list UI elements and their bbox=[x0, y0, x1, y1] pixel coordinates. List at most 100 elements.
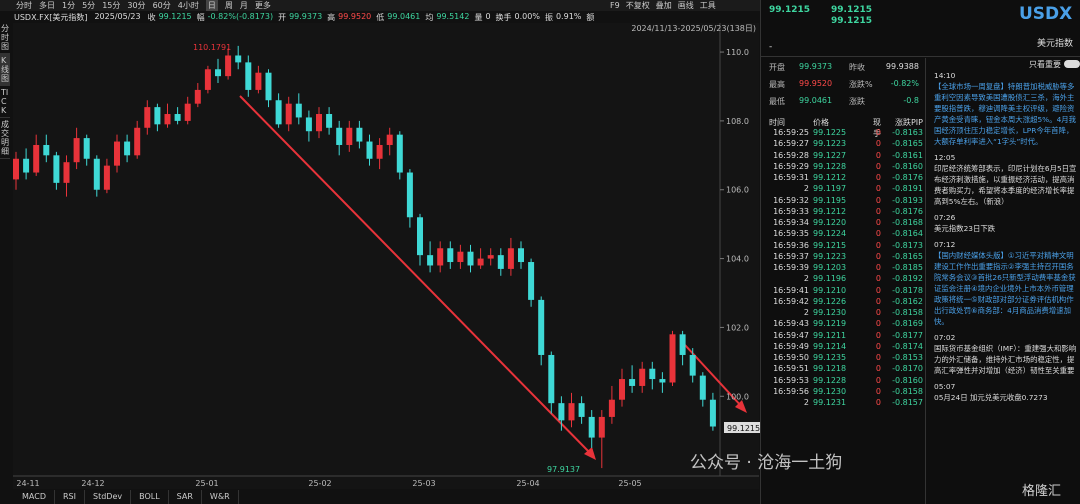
ask: 99.1215 bbox=[831, 16, 872, 26]
quote-cell: 最高 bbox=[769, 80, 785, 89]
tool[interactable]: 叠加 bbox=[655, 1, 672, 10]
period-tab[interactable]: 周 bbox=[224, 1, 233, 10]
news-text[interactable]: 05月24日 加元兑美元收盘0.7273 bbox=[934, 393, 1048, 402]
info-value: 0 bbox=[485, 12, 491, 21]
watermark: 格隆汇 bbox=[1022, 484, 1062, 499]
candle-body bbox=[53, 155, 60, 183]
tick-cell: 99.1196 bbox=[813, 274, 847, 284]
low-label: 97.9137 bbox=[547, 465, 580, 474]
tool[interactable]: 工具 bbox=[699, 1, 716, 10]
candle-body bbox=[437, 248, 444, 266]
tick-cell: 99.1211 bbox=[813, 330, 847, 340]
period-tab[interactable]: 1分 bbox=[62, 1, 76, 10]
y-tick-label: 102.0 bbox=[726, 323, 749, 332]
tick-cell: 99.1225 bbox=[813, 128, 847, 137]
watermark: 公众号 · 沧海一土狗 bbox=[690, 453, 843, 473]
tool[interactable]: F9 bbox=[610, 1, 620, 10]
news-text[interactable]: 【全球市场一周复盘】特朗普加税威胁等多重利空因素导致美国遭股债汇三杀，海外主要股… bbox=[934, 82, 1077, 146]
tools: F9 不复权 叠加 画线 工具 bbox=[610, 0, 716, 11]
quote-cell: -0.82% bbox=[890, 79, 919, 88]
candle-body bbox=[689, 354, 696, 376]
tick-cell: 99.1223 bbox=[813, 139, 847, 149]
period-tab[interactable]: 15分 bbox=[102, 1, 121, 10]
tick-cell: -0.8168 bbox=[892, 218, 923, 227]
period-tab[interactable]: 30分 bbox=[127, 1, 146, 10]
info-value: 0.00% bbox=[514, 12, 540, 21]
candle-body bbox=[588, 416, 595, 438]
tick-header: 现手 bbox=[873, 118, 881, 138]
period-tab[interactable]: 60分 bbox=[152, 1, 171, 10]
tick-cell: -0.8185 bbox=[892, 263, 923, 272]
toggle[interactable] bbox=[1064, 60, 1080, 68]
indicator-tab[interactable]: MACD bbox=[14, 490, 55, 504]
quote-cell: 昨收 bbox=[849, 63, 865, 72]
news-time: 05:07 bbox=[934, 382, 956, 391]
side-tab[interactable]: K线图 bbox=[0, 54, 10, 86]
candle-body bbox=[174, 114, 181, 121]
news-text[interactable]: 美元指数23日下跌 bbox=[934, 224, 996, 233]
tick-cell: 99.1215 bbox=[813, 240, 847, 250]
tool[interactable]: 画线 bbox=[677, 1, 694, 10]
tick-cell: 0 bbox=[875, 375, 881, 385]
news-text[interactable]: 国际货币基金组织（IMF）：重建强大和影响力的外汇储备，维持外汇市场的稳定性，提… bbox=[934, 344, 1077, 375]
info-label: 开 bbox=[278, 13, 287, 22]
tick-cell: -0.8160 bbox=[892, 161, 923, 171]
tick-cell: 99.1235 bbox=[813, 353, 847, 362]
info-label: 量 bbox=[474, 13, 483, 22]
period-tab[interactable]: 日 bbox=[205, 0, 218, 11]
candle-body bbox=[487, 255, 494, 259]
tick-cell: 0 bbox=[875, 128, 881, 137]
info-label: 幅 bbox=[196, 13, 205, 22]
tick-cell: 16:59:34 bbox=[773, 218, 809, 227]
period-tab[interactable]: 更多 bbox=[254, 1, 271, 10]
tick-cell: 0 bbox=[875, 173, 881, 182]
tick-cell: 0 bbox=[875, 195, 881, 205]
y-tick-label: 106.0 bbox=[726, 186, 749, 195]
tick-cell: 0 bbox=[875, 206, 881, 216]
indicator-tab[interactable]: SAR bbox=[169, 490, 202, 504]
candle-body bbox=[467, 251, 474, 266]
candle-body bbox=[63, 162, 70, 183]
candle-body bbox=[245, 62, 252, 90]
tick-cell: 2 bbox=[803, 308, 809, 317]
tick-cell: 99.1197 bbox=[813, 184, 847, 194]
side-tab[interactable]: TICK bbox=[0, 86, 10, 118]
tick-cell: -0.8158 bbox=[892, 308, 923, 317]
indicator-tab[interactable]: RSI bbox=[55, 490, 85, 504]
tick-cell: 0 bbox=[875, 341, 881, 351]
tick-cell: 99.1228 bbox=[813, 161, 847, 171]
tick-cell: 16:59:32 bbox=[773, 195, 809, 205]
tick-cell: 99.1218 bbox=[813, 364, 847, 374]
tool[interactable]: 不复权 bbox=[625, 1, 650, 10]
news-text[interactable]: 【国内财经媒体头版】①习近平对精神文明建设工作作出重要指示②李强主持召开国务院常… bbox=[934, 251, 1076, 326]
candle-body bbox=[669, 334, 676, 383]
tick-cell: 16:59:31 bbox=[773, 173, 809, 182]
period-tab[interactable]: 月 bbox=[239, 1, 248, 10]
indicator-tab[interactable]: StdDev bbox=[85, 490, 132, 504]
side-tab[interactable]: 成交明细 bbox=[0, 118, 10, 159]
tick-cell: -0.8160 bbox=[892, 375, 923, 385]
candle-body bbox=[417, 217, 423, 256]
tick-cell: 2 bbox=[803, 274, 809, 284]
tick-cell: 0 bbox=[875, 139, 881, 149]
indicator-tab[interactable]: W&R bbox=[202, 490, 239, 504]
candle-body bbox=[144, 107, 151, 128]
tick-cell: 99.1231 bbox=[813, 398, 847, 407]
candle-body bbox=[608, 399, 615, 417]
period-tab[interactable]: 4小时 bbox=[177, 1, 199, 10]
indicator-tab[interactable]: BOLL bbox=[131, 490, 169, 504]
period-tab[interactable]: 分时 bbox=[16, 1, 32, 10]
tick-cell: 16:59:43 bbox=[773, 319, 809, 329]
period-tab[interactable]: 5分 bbox=[82, 1, 96, 10]
candle-body bbox=[154, 107, 161, 125]
info-label: 均 bbox=[425, 13, 434, 22]
news-text[interactable]: 印尼经济统筹部表示，印尼计划在6月5日宣布经济刺激措施，以重振经济活动，提高消费… bbox=[934, 164, 1077, 206]
period-tab[interactable]: 多日 bbox=[39, 1, 55, 10]
tick-cell: 0 bbox=[875, 398, 881, 407]
info-value: 99.1215 bbox=[158, 12, 192, 21]
side-tab[interactable]: 分时图 bbox=[0, 22, 10, 54]
candle-body bbox=[164, 114, 171, 125]
bid: 99.1215 bbox=[831, 5, 872, 15]
candle-body bbox=[275, 100, 282, 125]
